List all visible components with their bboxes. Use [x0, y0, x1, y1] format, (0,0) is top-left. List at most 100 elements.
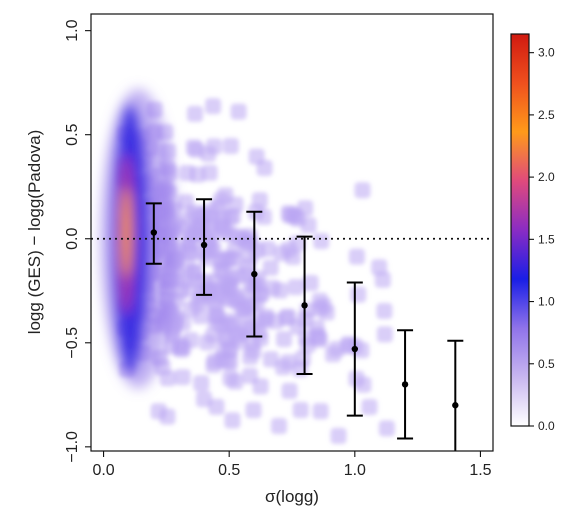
colorbar-tick-label: 1.0 — [538, 295, 555, 309]
colorbar-tick-label: 3.0 — [538, 46, 555, 60]
density-blob — [310, 329, 327, 346]
colorbar-tick-label: 0.0 — [538, 419, 555, 433]
density-blob — [245, 402, 262, 419]
density-blob — [224, 412, 241, 429]
density-blob — [281, 382, 298, 399]
density-blob — [278, 310, 295, 327]
density-blob — [165, 320, 182, 337]
density-blob — [172, 283, 189, 300]
density-blob — [348, 248, 365, 265]
density-blob — [159, 370, 176, 387]
error-bar — [196, 198, 213, 296]
data-point — [251, 270, 258, 278]
data-point — [150, 229, 158, 236]
density-blob — [245, 342, 262, 359]
x-tick-label: 0.5 — [218, 462, 240, 479]
binned-points-layer — [145, 198, 464, 451]
error-bar — [145, 202, 162, 265]
density-peak — [121, 187, 132, 278]
density-core — [100, 88, 177, 389]
plot-frame — [90, 13, 494, 452]
data-point — [200, 241, 208, 249]
density-blob — [241, 367, 258, 384]
density-blob — [193, 375, 210, 392]
x-tick-label: 1.0 — [344, 462, 366, 479]
density-blob — [187, 105, 204, 122]
data-point — [401, 381, 409, 388]
density-blob — [355, 376, 372, 393]
density-blob — [256, 159, 273, 176]
y-tick-label: 0.5 — [64, 123, 81, 145]
density-blob — [313, 233, 330, 250]
density-blob — [354, 182, 371, 199]
density-blob — [270, 418, 287, 435]
density-blob — [275, 331, 292, 348]
y-tick-label: 0.0 — [64, 228, 81, 250]
density-blob — [163, 338, 180, 355]
density-blob — [374, 271, 391, 288]
density-background — [100, 88, 395, 444]
density-blob — [189, 295, 206, 312]
density-blob — [324, 346, 341, 363]
x-axis-label: σ(logg) — [265, 487, 319, 506]
error-bar — [397, 329, 414, 440]
density-blob — [174, 369, 191, 386]
density-blob — [199, 250, 216, 267]
colorbar-tick-label: 2.0 — [538, 170, 555, 184]
density-blob — [378, 420, 395, 437]
density-blob — [290, 210, 307, 227]
density-blob — [185, 139, 202, 156]
density-blob — [236, 301, 253, 318]
density-blob — [207, 298, 224, 315]
density-blob — [262, 351, 279, 368]
density-blob — [292, 402, 309, 419]
error-bar — [246, 210, 263, 338]
density-blob — [179, 165, 196, 182]
density-blob — [353, 342, 370, 359]
colorbar-tick-label: 2.5 — [538, 108, 555, 122]
density-blob — [361, 398, 378, 415]
density-blob — [222, 137, 239, 154]
density-blob — [330, 427, 347, 444]
y-axis-label: logg (GES) − logg(Padova) — [25, 130, 44, 335]
x-axis: 0.0 0.5 1.0 1.5 — [92, 451, 492, 479]
density-blob — [215, 209, 232, 226]
density-blob — [250, 324, 267, 341]
density-blob — [376, 303, 393, 320]
density-blob — [312, 403, 329, 420]
density-blob — [273, 245, 290, 262]
density-blob — [191, 218, 208, 235]
error-bar — [346, 281, 363, 417]
density-blob — [201, 164, 218, 181]
density-blob — [196, 391, 213, 408]
density-blob — [222, 341, 239, 358]
density-blob — [302, 275, 319, 292]
density-blob — [371, 259, 388, 276]
data-point — [351, 345, 359, 353]
error-bar — [447, 339, 464, 451]
density-blob — [239, 258, 256, 275]
density-blob — [177, 194, 194, 211]
density-blob — [222, 370, 239, 387]
density-blob — [159, 408, 176, 425]
density-blob — [287, 279, 304, 296]
data-point — [452, 402, 459, 409]
y-tick-label: 1.0 — [64, 19, 81, 41]
density-blob — [230, 103, 247, 120]
density-blob — [350, 286, 367, 303]
density-blob — [221, 250, 238, 267]
density-blob — [376, 326, 393, 343]
density-blob — [248, 242, 265, 259]
density-blob — [318, 304, 335, 321]
density-blob — [262, 259, 279, 276]
density-blob — [298, 330, 315, 347]
y-axis: −1.0 −0.5 0.0 0.5 1.0 — [64, 19, 91, 463]
density-blob — [227, 196, 244, 213]
density-blob — [215, 279, 232, 296]
data-point — [301, 302, 308, 309]
y-tick-label: −1.0 — [64, 431, 81, 463]
colorbar-tick-label: 0.5 — [538, 357, 555, 371]
density-blob — [275, 359, 292, 376]
density-blob — [205, 138, 222, 155]
